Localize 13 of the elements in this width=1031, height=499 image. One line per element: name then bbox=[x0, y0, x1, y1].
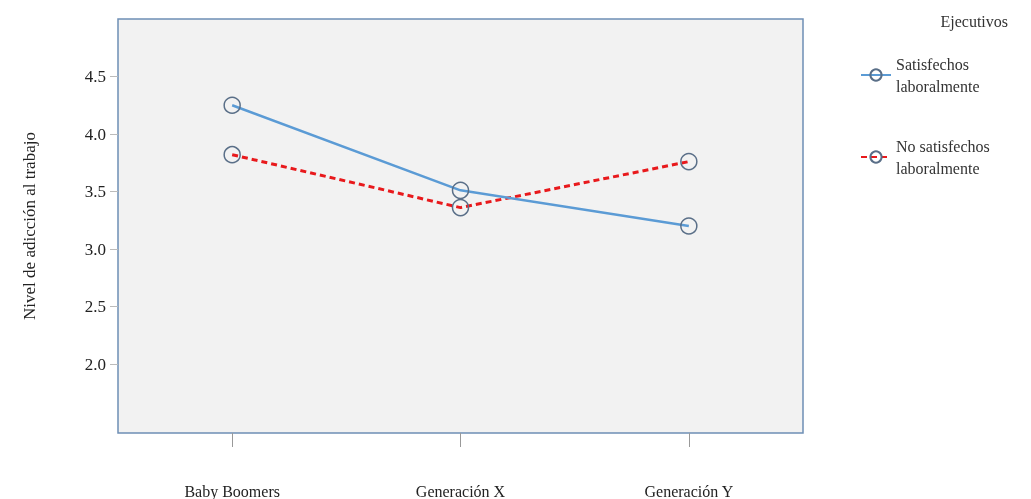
y-tick-label: 3.0 bbox=[84, 239, 106, 259]
y-tick-label: 4.0 bbox=[84, 124, 106, 144]
x-tick-label: Baby Boomers bbox=[184, 482, 280, 499]
x-tick-label: Generación Y bbox=[644, 482, 734, 499]
y-tick-label: 4.5 bbox=[84, 67, 106, 86]
legend-title: Ejecutivos bbox=[940, 12, 1009, 31]
x-tick-label: Generación X bbox=[415, 482, 506, 499]
y-tick-label: 2.5 bbox=[84, 297, 106, 316]
y-axis-title: Nivel de adicción al trabajo bbox=[20, 132, 39, 320]
y-tick-label: 2.0 bbox=[84, 354, 106, 374]
legend-label: Satisfechos laboralmente bbox=[896, 55, 980, 95]
y-tick-label: 3.5 bbox=[84, 182, 106, 201]
legend-label: No satisfechos laboralmente bbox=[896, 137, 994, 177]
